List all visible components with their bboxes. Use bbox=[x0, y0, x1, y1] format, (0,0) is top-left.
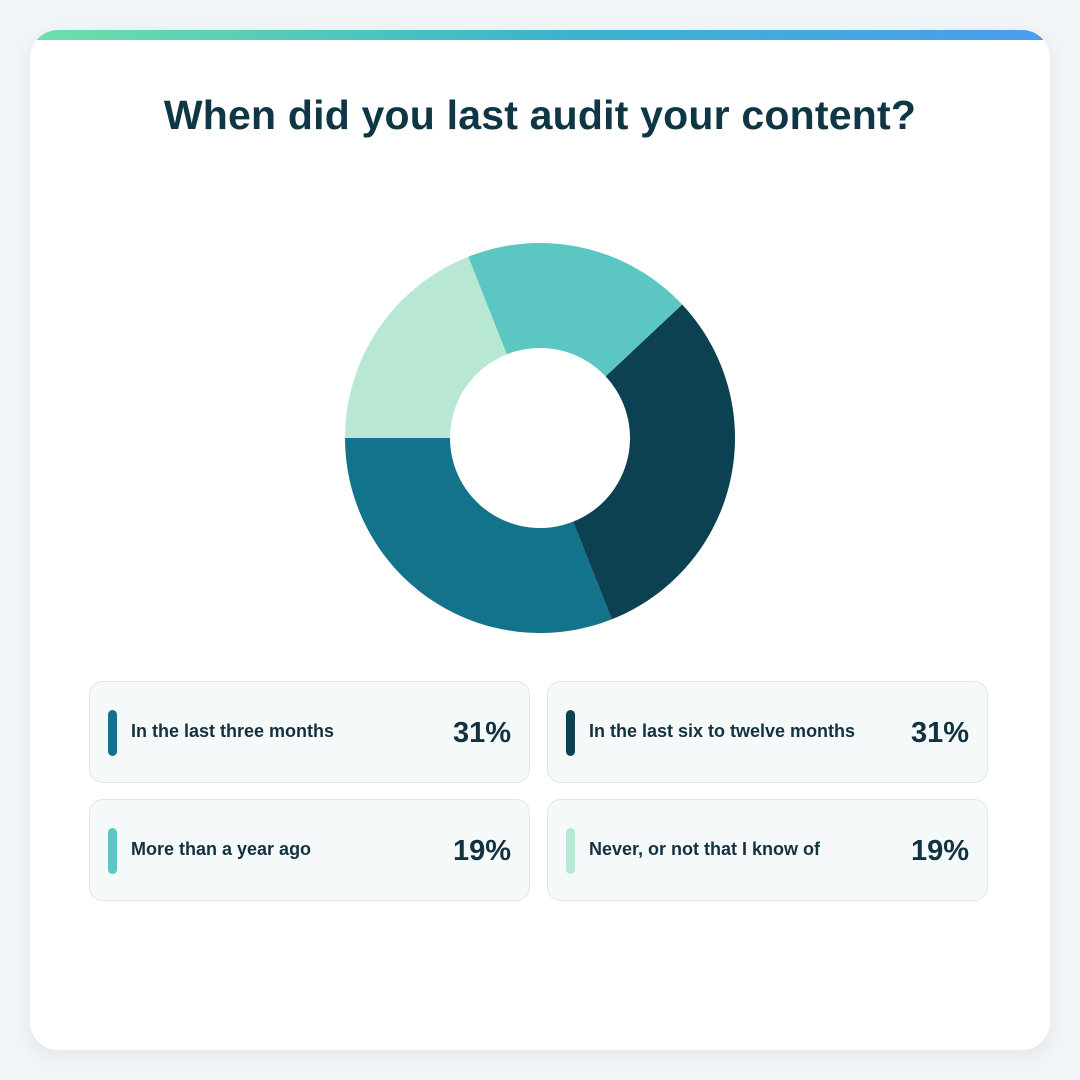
legend-item-year-ago: More than a year ago 19% bbox=[89, 799, 530, 901]
legend: In the last three months 31% In the last… bbox=[89, 681, 991, 904]
legend-percentage: 31% bbox=[452, 717, 511, 749]
legend-swatch bbox=[566, 828, 575, 874]
legend-item-three-months: In the last three months 31% bbox=[89, 681, 530, 783]
chart-title: When did you last audit your content? bbox=[163, 92, 917, 138]
legend-item-six-to-twelve-months: In the last six to twelve months 31% bbox=[547, 681, 988, 783]
legend-swatch bbox=[108, 828, 117, 874]
legend-label: In the last three months bbox=[131, 721, 335, 741]
legend-percentage: 19% bbox=[452, 835, 511, 867]
donut-slice-six-to-twelve-months bbox=[573, 304, 735, 620]
legend-item-never: Never, or not that I know of 19% bbox=[547, 799, 988, 901]
accent-bar bbox=[30, 30, 1050, 40]
legend-percentage: 31% bbox=[910, 717, 969, 749]
legend-label: Never, or not that I know of bbox=[589, 839, 821, 859]
donut-slice-never bbox=[345, 256, 507, 438]
donut-slice-three-months bbox=[345, 438, 612, 633]
legend-swatch bbox=[566, 710, 575, 756]
donut-slice-year-ago bbox=[468, 242, 683, 377]
legend-label: In the last six to twelve months bbox=[589, 721, 856, 741]
chart-card: When did you last audit your content? In… bbox=[30, 30, 1050, 1050]
donut-chart bbox=[345, 242, 735, 633]
legend-swatch bbox=[108, 710, 117, 756]
legend-label: More than a year ago bbox=[131, 839, 312, 859]
legend-percentage: 19% bbox=[910, 835, 969, 867]
